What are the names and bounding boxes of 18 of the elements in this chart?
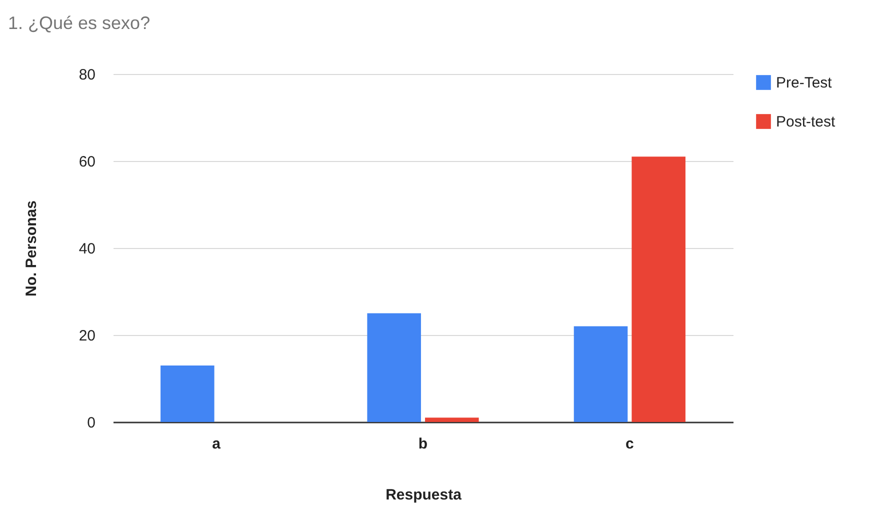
y-tick-label: 20 (78, 328, 96, 344)
bar (574, 326, 628, 422)
chart-title: 1. ¿Qué es sexo? (8, 13, 150, 33)
y-tick-label: 60 (78, 154, 96, 170)
bar (632, 156, 686, 422)
legend-label: Post-test (776, 114, 836, 130)
y-tick-label: 80 (78, 66, 96, 84)
bar (425, 418, 479, 422)
y-tick-label: 0 (87, 414, 96, 432)
bar (160, 365, 214, 422)
x-tick-label: b (418, 436, 428, 452)
x-tick-label: a (212, 436, 222, 452)
y-axis-title: No. Personas (22, 200, 40, 296)
y-tick-label: 40 (78, 240, 96, 258)
x-axis-title: Respuesta (386, 486, 462, 504)
x-tick-label: c (625, 436, 634, 452)
legend-label: Pre-Test (776, 74, 833, 92)
bar (367, 313, 421, 422)
